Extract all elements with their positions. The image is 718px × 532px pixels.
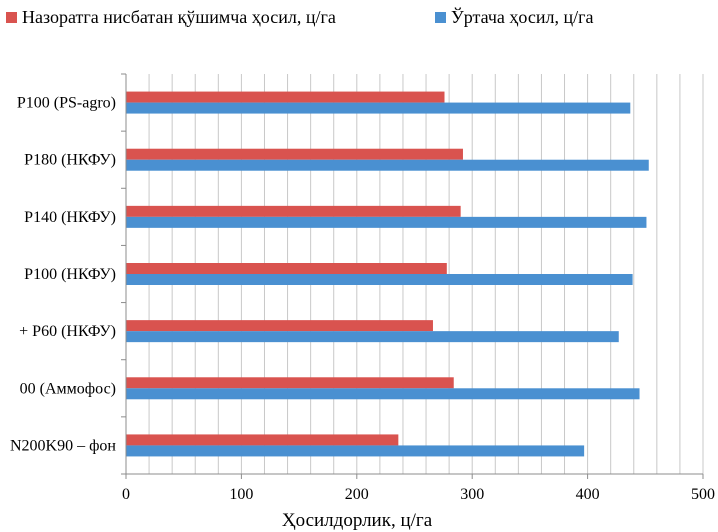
x-tick-label: 200 (345, 486, 369, 503)
legend-swatch (435, 12, 446, 23)
x-tick-label: 500 (691, 486, 715, 503)
category-label: P100 (НКФУ) (24, 266, 116, 283)
category-label: P180 (НКФУ) (24, 152, 116, 169)
bar-average-yield (126, 388, 640, 400)
bar-average-yield (126, 274, 633, 285)
bar-average-yield (126, 445, 585, 457)
category-labels: N200K90 – фон 00 (Аммофос) + P60 (НКФУ) P10… (10, 95, 116, 455)
bar-additional-yield (126, 377, 454, 389)
bar-average-yield (126, 216, 647, 228)
bar-average-yield (126, 159, 649, 171)
axes (121, 73, 704, 479)
category-label: + P60 (НКФУ) (19, 323, 116, 340)
category-label: P100 (PS-agro) (17, 95, 116, 112)
legend-label: Ўртача ҳосил, ц/га (451, 6, 593, 27)
bars (126, 91, 649, 457)
x-axis-title: Ҳосилдорлик, ц/га (282, 510, 433, 531)
category-label: P140 (НКФУ) (24, 209, 116, 226)
bar-additional-yield (126, 320, 433, 332)
x-tick-label: 400 (576, 486, 600, 503)
legend-swatch (6, 12, 17, 23)
x-tick-label: 100 (229, 486, 253, 503)
category-label: N200K90 – фон (10, 437, 116, 454)
x-tick-labels: 0 100 200 300 400 500 (122, 486, 715, 503)
legend: Назоратга нисбатан қўшимча ҳосил, ц/га Ўр… (6, 6, 593, 27)
bar-additional-yield (126, 91, 445, 103)
bar-average-yield (126, 102, 631, 114)
bar-additional-yield (126, 205, 461, 217)
bar-additional-yield (126, 263, 447, 274)
bar-additional-yield (126, 148, 463, 160)
legend-label: Назоратга нисбатан қўшимча ҳосил, ц/га (22, 7, 336, 27)
bar-additional-yield (126, 434, 399, 446)
category-label: 00 (Аммофос) (20, 380, 116, 397)
x-tick-label: 0 (122, 486, 130, 503)
bar-average-yield (126, 331, 619, 343)
x-tick-label: 300 (460, 486, 484, 503)
